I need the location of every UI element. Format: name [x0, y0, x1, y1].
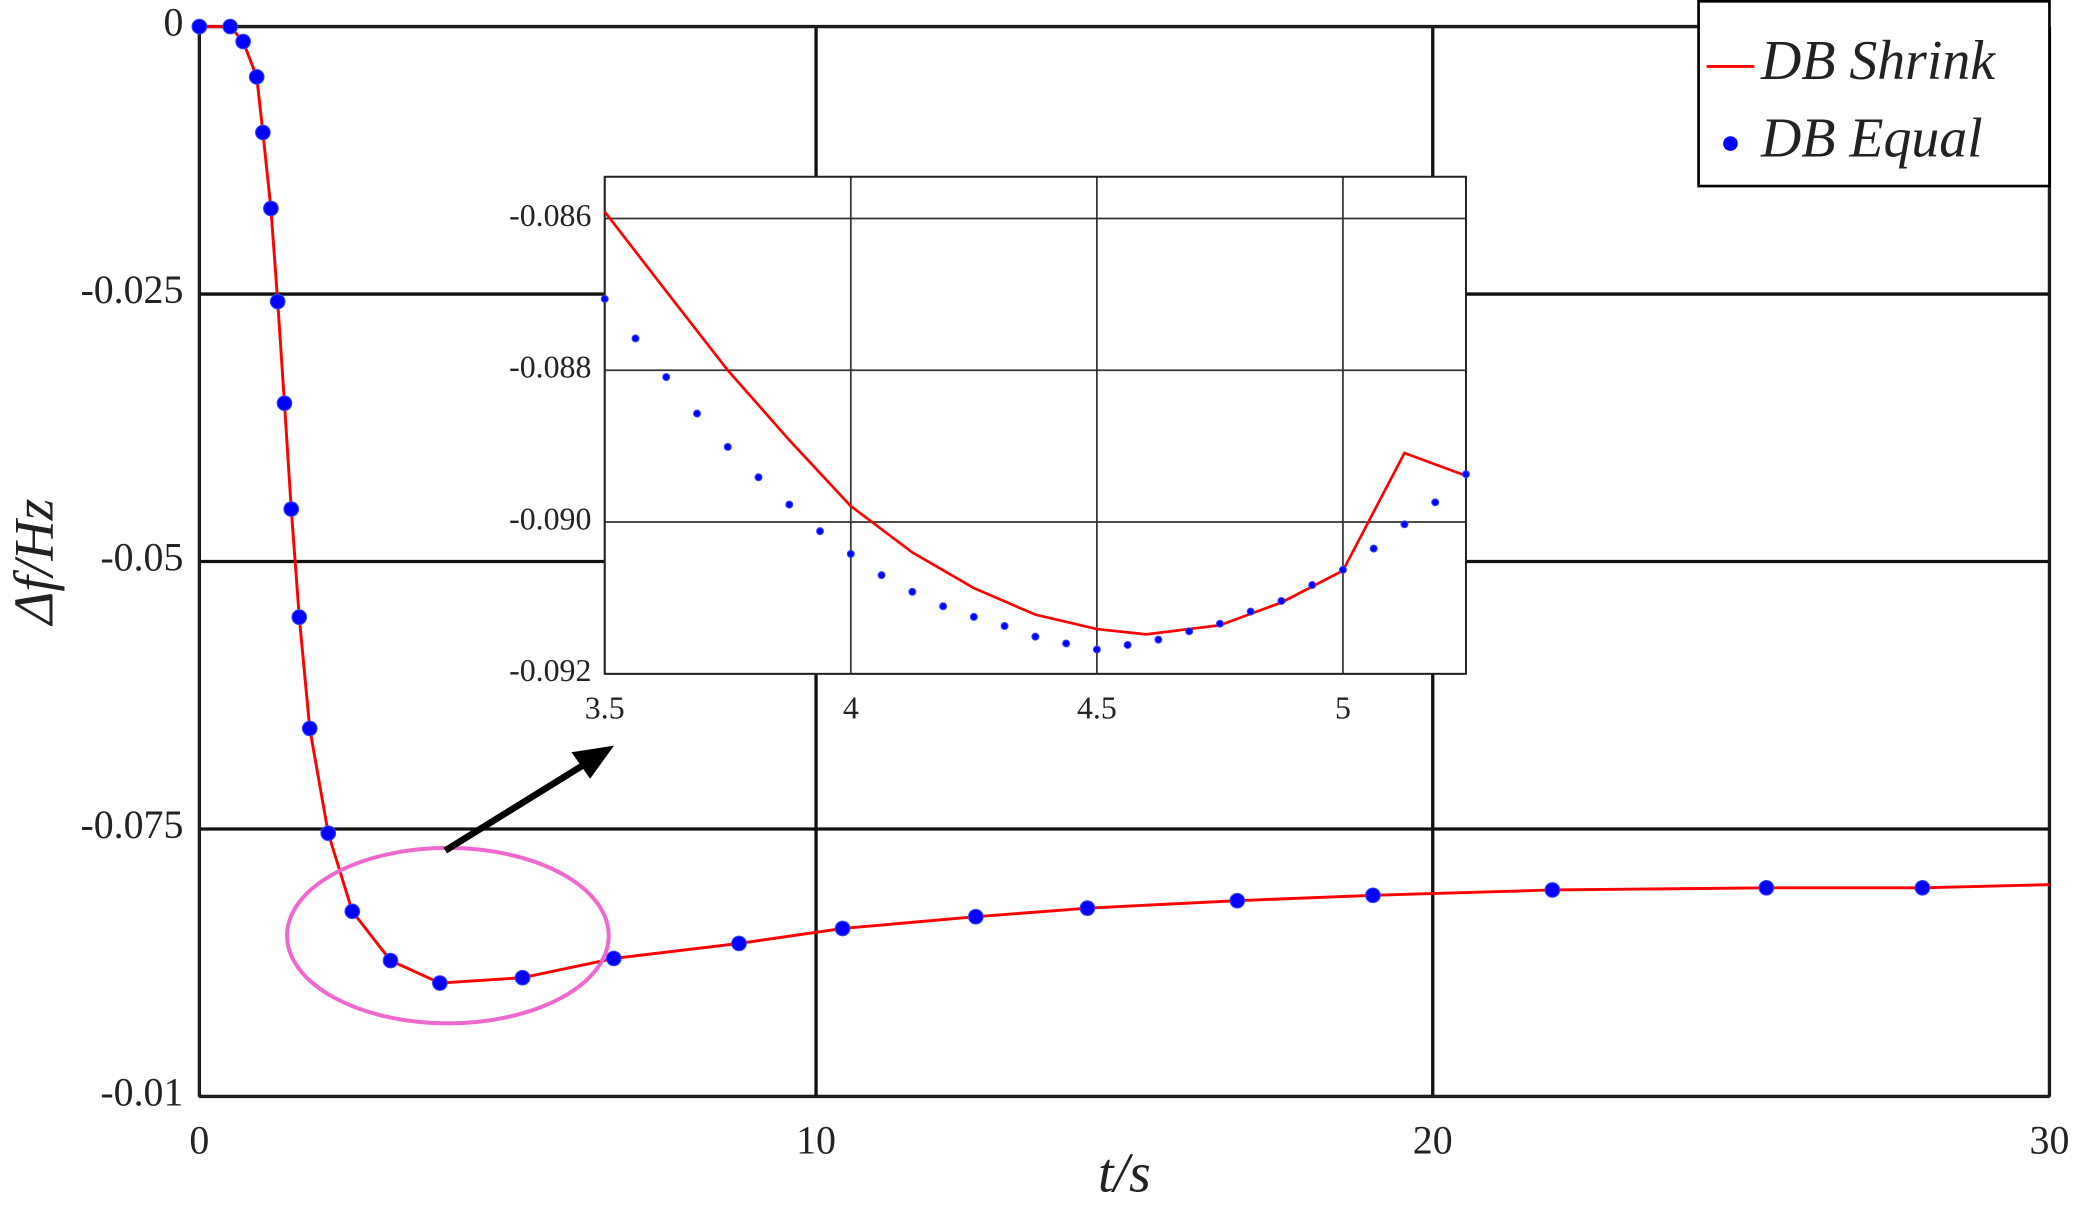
legend: DB Shrink DB Equal	[1697, 0, 2051, 188]
plot-frame	[603, 175, 1467, 675]
plot-frame	[198, 25, 2051, 1098]
data-point	[834, 920, 851, 937]
x-tick-label: 30	[2030, 1117, 2070, 1162]
y-tick-label: -0.05	[100, 535, 183, 580]
data-point	[1369, 544, 1378, 553]
data-point	[1215, 619, 1224, 628]
zoom-annotation	[285, 745, 615, 1026]
y-axis-label: Δf/Hz	[4, 499, 66, 627]
data-point	[283, 501, 300, 517]
data-point	[631, 334, 640, 343]
data-point	[1758, 879, 1775, 896]
data-point	[693, 409, 701, 418]
x-tick-label: 3.5	[585, 690, 625, 725]
data-point	[785, 500, 794, 509]
data-point	[1154, 635, 1163, 644]
x-axis-label: t/s	[1098, 1143, 1151, 1205]
data-point	[846, 549, 855, 558]
data-point	[514, 969, 531, 986]
x-tick-label: 4	[843, 690, 859, 725]
y-tick-label: -0.025	[80, 267, 183, 312]
legend-box	[1697, 0, 2051, 188]
data-point	[1914, 879, 1931, 896]
x-tick-label: 4.5	[1077, 690, 1117, 725]
data-point	[1338, 565, 1347, 574]
data-point	[1461, 470, 1470, 479]
data-point	[248, 69, 265, 85]
plot-background	[604, 176, 1466, 674]
data-point	[1185, 627, 1194, 636]
data-point	[235, 33, 251, 50]
data-point	[731, 935, 747, 952]
data-point	[662, 373, 671, 382]
data-point	[1079, 900, 1096, 916]
data-point	[816, 527, 825, 536]
data-point	[191, 18, 208, 35]
x-tick-label: 0	[189, 1117, 209, 1162]
data-point	[1092, 645, 1101, 654]
data-point	[382, 952, 399, 969]
data-point	[1031, 632, 1040, 641]
y-tick-label: -0.088	[509, 350, 591, 385]
data-point	[1229, 892, 1246, 909]
x-tick-label: 20	[1413, 1117, 1453, 1162]
y-tick-label: -0.01	[100, 1070, 183, 1115]
data-point	[1277, 596, 1286, 605]
data-point	[1246, 607, 1255, 616]
x-tick-label: 5	[1335, 690, 1351, 725]
data-point	[723, 442, 732, 451]
data-point	[269, 293, 286, 310]
data-point	[1431, 498, 1440, 507]
data-point	[301, 720, 318, 737]
zoom-arrow	[443, 761, 587, 854]
legend-swatch	[1723, 136, 1738, 151]
series-line	[603, 210, 1467, 636]
legend-label: DB Shrink	[1760, 30, 1996, 92]
data-point	[939, 602, 948, 611]
x-tick-label: 10	[796, 1117, 836, 1162]
data-point	[600, 294, 609, 303]
arrow-head	[571, 745, 615, 779]
data-point	[1400, 520, 1409, 529]
data-point	[1365, 887, 1381, 904]
data-point	[344, 903, 361, 920]
data-point	[432, 975, 448, 991]
data-point	[263, 200, 279, 217]
y-tick-label: 0	[163, 0, 183, 45]
data-point	[222, 18, 239, 35]
y-tick-label: -0.086	[509, 198, 591, 233]
data-point	[1544, 882, 1561, 898]
y-tick-label: -0.092	[509, 653, 591, 688]
data-point	[1123, 640, 1132, 649]
data-point	[1062, 639, 1071, 648]
data-point	[908, 587, 917, 596]
data-point	[877, 571, 886, 580]
data-point	[969, 612, 978, 621]
inset-plot: -0.092 -0.090 -0.088 -0.086 3.5 4 4.5 5	[509, 175, 1470, 725]
y-tick-label: -0.075	[80, 802, 183, 847]
legend-label: DB Equal	[1760, 107, 1983, 169]
data-point	[605, 950, 622, 967]
data-point	[320, 825, 337, 842]
y-tick-label: -0.090	[509, 501, 591, 536]
data-point	[967, 908, 984, 925]
data-point	[291, 609, 308, 625]
data-point	[1000, 622, 1009, 630]
data-point	[754, 473, 763, 482]
data-point	[255, 124, 271, 141]
data-point	[1308, 581, 1317, 590]
data-point	[276, 395, 293, 412]
